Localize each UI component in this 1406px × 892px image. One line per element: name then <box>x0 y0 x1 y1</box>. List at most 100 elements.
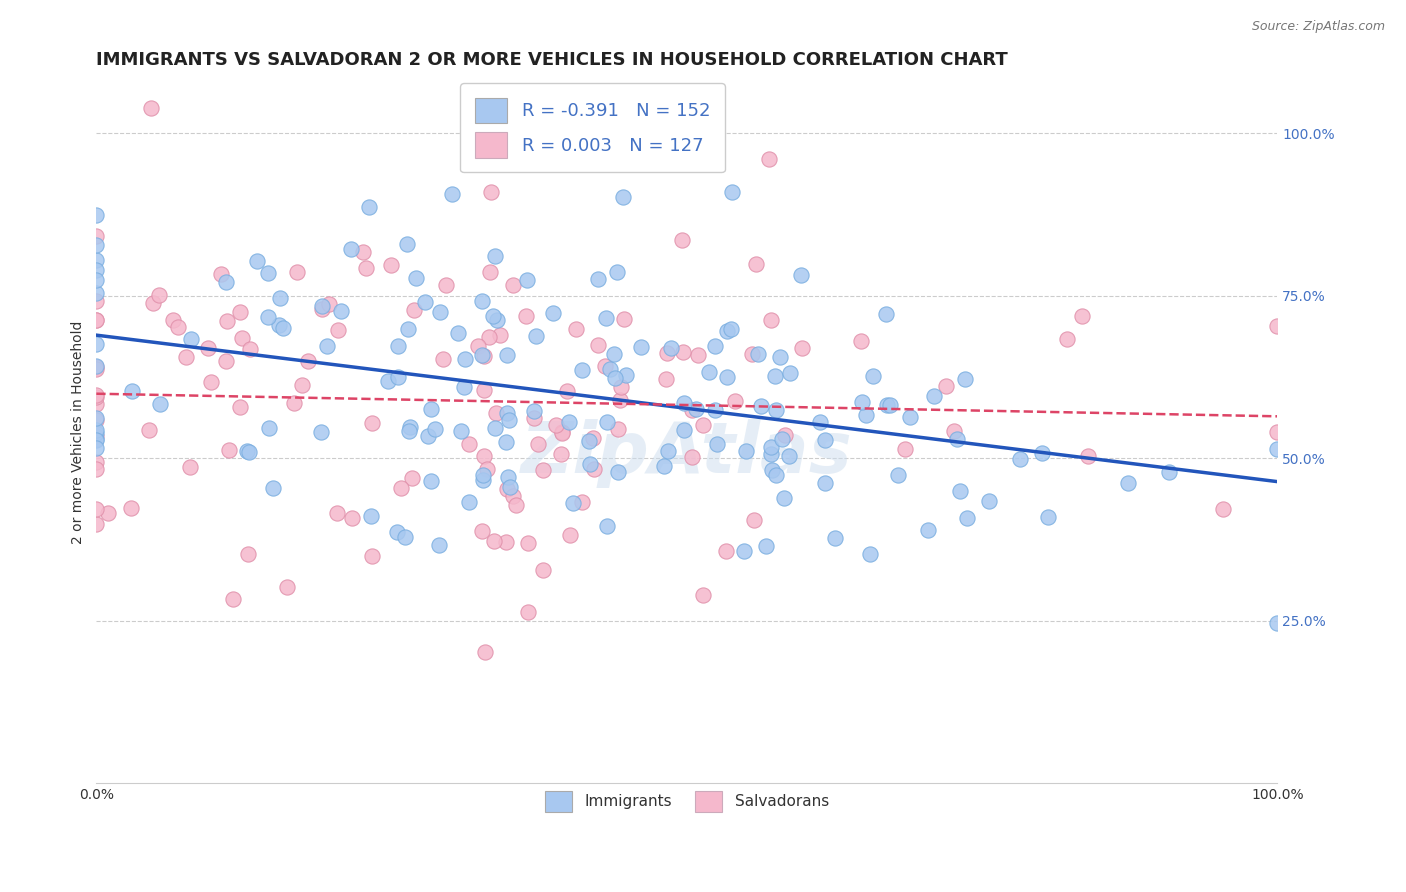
Point <box>517 605 540 619</box>
Point <box>706 436 728 450</box>
Point <box>704 402 727 417</box>
Point <box>413 295 436 310</box>
Point <box>482 309 505 323</box>
Point <box>86 208 108 222</box>
Point <box>485 313 508 327</box>
Point <box>174 350 197 364</box>
Point <box>269 291 291 305</box>
Y-axis label: 2 or more Vehicles in Household: 2 or more Vehicles in Household <box>72 320 86 544</box>
Point <box>593 359 616 374</box>
Point <box>692 588 714 602</box>
Point <box>502 489 524 503</box>
Point <box>429 305 451 319</box>
Point <box>86 312 108 326</box>
Point <box>523 404 546 418</box>
Point <box>814 434 837 448</box>
Point <box>86 359 108 374</box>
Legend: Immigrants, Salvadorans: Immigrants, Salvadorans <box>533 779 841 824</box>
Point <box>849 334 872 349</box>
Point <box>759 440 782 454</box>
Point <box>546 418 568 433</box>
Point <box>770 432 793 446</box>
Point <box>276 580 298 594</box>
Point <box>745 257 768 271</box>
Point <box>672 423 695 437</box>
Point <box>681 403 703 417</box>
Point <box>396 236 419 251</box>
Point <box>139 101 162 115</box>
Point <box>472 467 495 482</box>
Text: ZipAtlas: ZipAtlas <box>522 418 852 488</box>
Point <box>86 294 108 309</box>
Point <box>377 374 399 388</box>
Point <box>595 310 617 325</box>
Point <box>741 347 763 361</box>
Point <box>398 424 420 438</box>
Point <box>484 249 506 263</box>
Point <box>763 369 786 384</box>
Point <box>488 327 510 342</box>
Point <box>256 266 278 280</box>
Point <box>215 275 238 289</box>
Point <box>557 415 579 429</box>
Point <box>309 425 332 439</box>
Point <box>498 413 520 427</box>
Text: IMMIGRANTS VS SALVADORAN 2 OR MORE VEHICLES IN HOUSEHOLD CORRELATION CHART: IMMIGRANTS VS SALVADORAN 2 OR MORE VEHIC… <box>97 51 1008 69</box>
Point <box>703 339 725 353</box>
Point <box>86 253 108 268</box>
Point <box>149 397 172 411</box>
Point <box>790 268 813 283</box>
Point <box>328 323 350 337</box>
Point <box>935 379 957 393</box>
Point <box>86 410 108 425</box>
Point <box>495 535 517 549</box>
Point <box>478 329 501 343</box>
Text: Source: ZipAtlas.com: Source: ZipAtlas.com <box>1251 20 1385 33</box>
Point <box>86 336 108 351</box>
Point <box>138 424 160 438</box>
Point <box>441 187 464 202</box>
Point <box>86 362 108 376</box>
Point <box>671 233 693 247</box>
Point <box>357 200 380 214</box>
Point <box>218 442 240 457</box>
Point <box>197 342 219 356</box>
Point <box>471 473 494 487</box>
Point <box>681 450 703 465</box>
Point <box>758 153 780 167</box>
Point <box>560 528 582 542</box>
Point <box>238 445 260 459</box>
Point <box>360 508 382 523</box>
Point <box>550 425 572 440</box>
Point <box>630 340 652 354</box>
Point <box>420 401 443 416</box>
Point <box>396 322 419 336</box>
Point <box>875 307 897 321</box>
Point <box>330 304 353 318</box>
Point <box>257 310 280 324</box>
Point <box>596 519 619 533</box>
Point <box>946 432 969 446</box>
Point <box>496 406 519 420</box>
Point <box>86 285 108 300</box>
Point <box>239 342 262 356</box>
Point <box>562 496 585 510</box>
Point <box>1265 425 1288 439</box>
Point <box>142 296 165 310</box>
Point <box>496 348 519 362</box>
Point <box>269 318 291 333</box>
Point <box>179 460 201 475</box>
Point <box>482 534 505 549</box>
Point <box>922 389 945 403</box>
Point <box>1038 509 1060 524</box>
Point <box>755 539 778 553</box>
Point <box>527 436 550 450</box>
Point <box>956 510 979 524</box>
Point <box>257 421 280 435</box>
Point <box>526 329 548 343</box>
Point <box>86 424 108 438</box>
Point <box>354 261 377 276</box>
Point <box>222 591 245 606</box>
Point <box>949 484 972 499</box>
Point <box>655 345 678 359</box>
